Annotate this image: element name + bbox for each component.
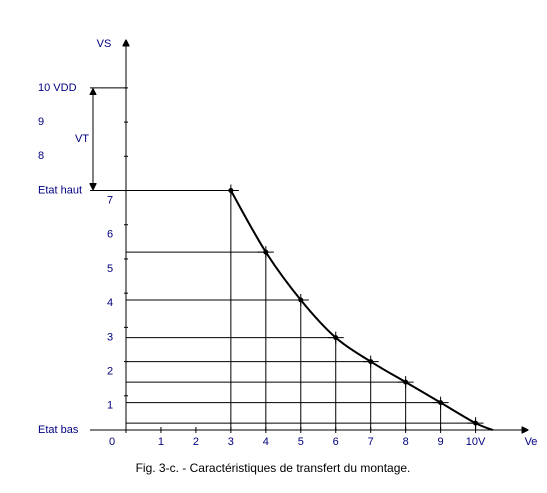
y-tick-label: 9	[38, 116, 44, 128]
y-tick-label: 1	[107, 400, 113, 412]
y-tick-label: 7	[107, 194, 113, 206]
x-tick-label: 0	[109, 436, 115, 448]
y-tick-label: 8	[38, 150, 44, 162]
x-tick-label: 3	[228, 436, 234, 448]
y-tick-label: 6	[107, 229, 113, 241]
chart-title: Fig. 3-c. - Caractéristiques de transfer…	[136, 461, 411, 475]
x-tick-label: 6	[333, 436, 339, 448]
y-tick-label: 10 VDD	[38, 82, 77, 94]
x-tick-label: 8	[403, 436, 409, 448]
x-tick-label: 7	[368, 436, 374, 448]
y-tick-label: 3	[107, 331, 113, 343]
x-tick-label: 10V	[466, 436, 486, 448]
annotation: VT	[75, 133, 89, 145]
x-tick-label: 1	[158, 436, 164, 448]
annotation: Etat bas	[38, 424, 79, 436]
x-tick-label: 5	[298, 436, 304, 448]
y-axis-label: VS	[97, 38, 112, 50]
x-tick-label: 9	[438, 436, 444, 448]
x-tick-label: 2	[193, 436, 199, 448]
x-tick-label: 4	[263, 436, 269, 448]
y-tick-label: 2	[107, 365, 113, 377]
curve	[230, 190, 494, 431]
x-axis-label: Ve	[525, 436, 538, 448]
annotation: Etat haut	[38, 184, 82, 196]
y-tick-label: 4	[107, 297, 113, 309]
y-tick-label: 5	[107, 263, 113, 275]
